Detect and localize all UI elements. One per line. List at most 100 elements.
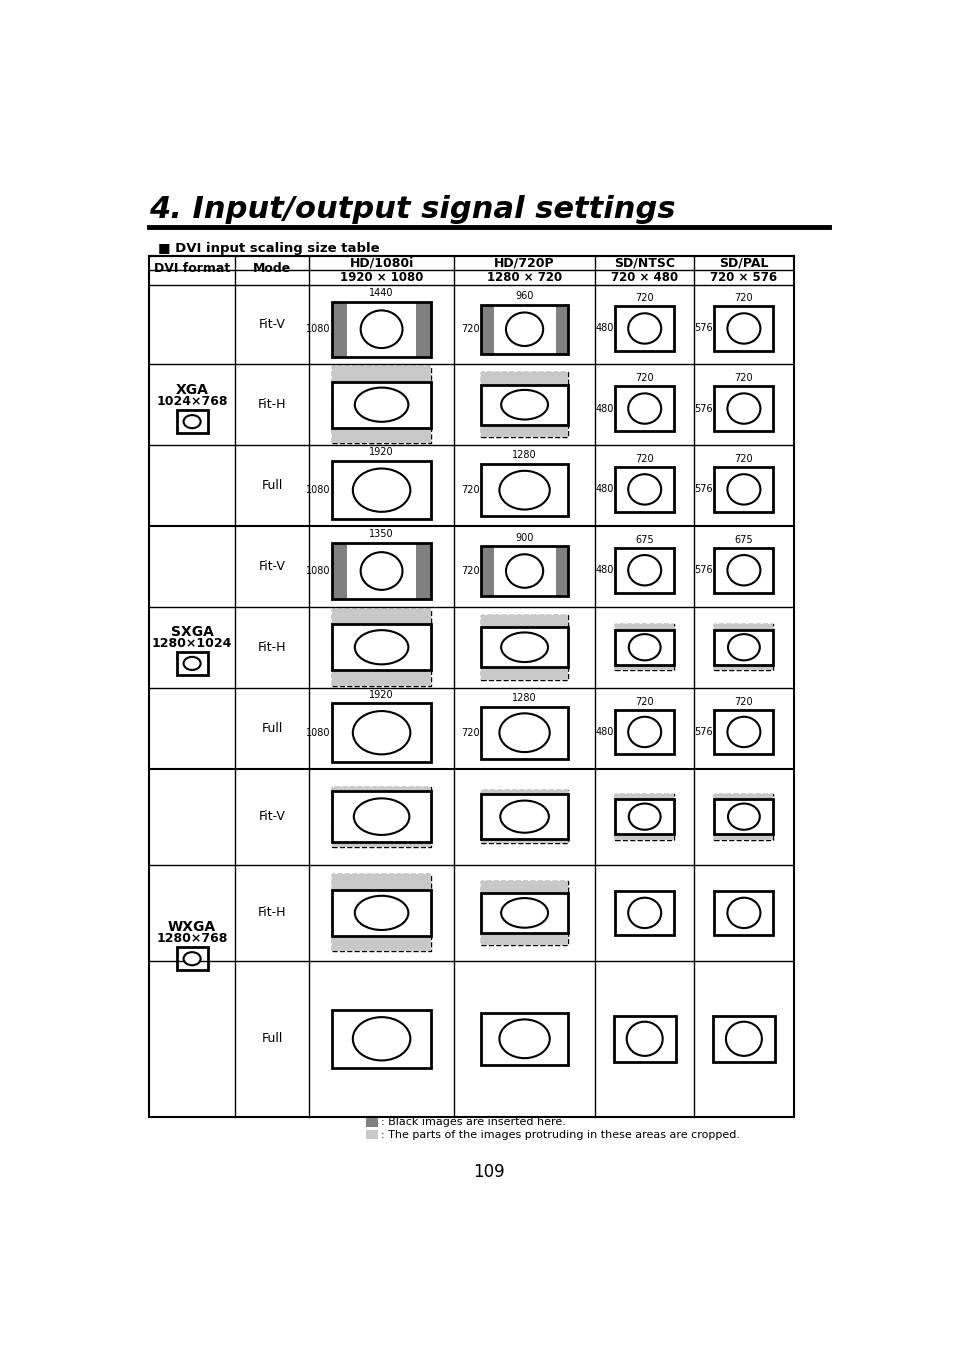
Bar	[714, 665, 773, 670]
Text: 720: 720	[734, 373, 753, 383]
Bar	[712, 1015, 774, 1062]
Text: 720: 720	[460, 325, 479, 334]
Text: 1080: 1080	[306, 485, 330, 495]
Bar	[555, 546, 567, 596]
Bar	[480, 372, 567, 437]
Text: 1080: 1080	[306, 566, 330, 576]
Ellipse shape	[627, 394, 660, 423]
Bar	[480, 372, 567, 384]
Bar	[332, 670, 431, 686]
Text: 4. Input/output signal settings: 4. Input/output signal settings	[149, 195, 675, 224]
Bar	[714, 891, 773, 936]
Ellipse shape	[726, 474, 760, 504]
Bar	[555, 305, 567, 355]
Text: 480: 480	[595, 403, 613, 414]
Bar	[176, 410, 208, 433]
Bar	[480, 794, 567, 838]
Bar	[332, 936, 431, 952]
Text: ■ DVI input scaling size table: ■ DVI input scaling size table	[158, 241, 379, 255]
Ellipse shape	[355, 896, 408, 930]
Bar	[365, 1117, 377, 1127]
Text: Fit-H: Fit-H	[258, 398, 286, 411]
Bar	[613, 1015, 675, 1062]
Text: DVI format: DVI format	[153, 263, 230, 275]
Text: HD/1080i: HD/1080i	[349, 256, 414, 270]
Ellipse shape	[353, 1018, 410, 1061]
Text: 900: 900	[515, 532, 533, 542]
Bar	[714, 387, 773, 431]
Bar	[714, 794, 773, 799]
Bar	[615, 387, 674, 431]
Ellipse shape	[725, 1022, 761, 1055]
Bar	[332, 543, 431, 599]
Ellipse shape	[626, 1022, 662, 1055]
Bar	[332, 609, 431, 624]
Text: 576: 576	[694, 565, 712, 576]
Bar	[480, 892, 567, 933]
Bar	[615, 834, 674, 840]
Bar	[176, 948, 208, 971]
Bar	[615, 709, 674, 755]
Ellipse shape	[726, 394, 760, 423]
Ellipse shape	[183, 415, 200, 429]
Text: 960: 960	[515, 291, 533, 301]
Ellipse shape	[500, 898, 547, 927]
Bar	[714, 794, 773, 840]
Ellipse shape	[627, 313, 660, 344]
Ellipse shape	[726, 898, 760, 927]
Ellipse shape	[505, 554, 542, 588]
Ellipse shape	[498, 470, 549, 510]
Text: 1280: 1280	[512, 693, 537, 702]
Ellipse shape	[727, 634, 759, 661]
Text: 1280×768: 1280×768	[156, 933, 228, 945]
Bar	[365, 1131, 377, 1139]
Bar	[480, 384, 567, 425]
Bar	[149, 256, 793, 1116]
Text: 720 × 480: 720 × 480	[611, 271, 678, 284]
Bar	[480, 933, 567, 945]
Bar	[714, 799, 773, 834]
Ellipse shape	[726, 313, 760, 344]
Text: 720: 720	[635, 454, 654, 464]
Ellipse shape	[628, 634, 659, 661]
Bar	[480, 790, 567, 842]
Text: 720: 720	[460, 485, 479, 495]
Text: 675: 675	[635, 535, 654, 545]
Text: 576: 576	[694, 403, 712, 414]
Bar	[332, 302, 431, 357]
Text: Mode: Mode	[253, 263, 291, 275]
Text: SD/NTSC: SD/NTSC	[614, 256, 675, 270]
Bar	[714, 624, 773, 670]
Ellipse shape	[500, 390, 547, 419]
Ellipse shape	[726, 717, 760, 747]
Text: 1280 × 720: 1280 × 720	[486, 271, 561, 284]
Bar	[615, 794, 674, 840]
Text: 576: 576	[694, 484, 712, 495]
Bar	[615, 794, 674, 799]
Bar	[615, 624, 674, 630]
Ellipse shape	[505, 313, 542, 346]
Bar	[332, 461, 431, 519]
Bar	[615, 466, 674, 512]
Ellipse shape	[355, 388, 408, 422]
Text: 576: 576	[694, 324, 712, 333]
Bar	[332, 875, 431, 890]
Bar	[332, 543, 346, 599]
Bar	[332, 787, 431, 791]
Text: Fit-V: Fit-V	[258, 810, 286, 824]
Text: Fit-H: Fit-H	[258, 640, 286, 654]
Text: Full: Full	[261, 479, 283, 492]
Bar	[332, 875, 431, 952]
Text: 1080: 1080	[306, 728, 330, 737]
Text: 1440: 1440	[369, 287, 394, 298]
Ellipse shape	[498, 713, 549, 752]
Bar	[714, 466, 773, 512]
Bar	[480, 464, 567, 516]
Ellipse shape	[500, 632, 547, 662]
Bar	[480, 838, 567, 842]
Bar	[480, 615, 567, 627]
Bar	[480, 880, 567, 892]
Text: : The parts of the images protruding in these areas are cropped.: : The parts of the images protruding in …	[381, 1130, 740, 1139]
Text: 1920: 1920	[369, 448, 394, 457]
Bar	[332, 842, 431, 847]
